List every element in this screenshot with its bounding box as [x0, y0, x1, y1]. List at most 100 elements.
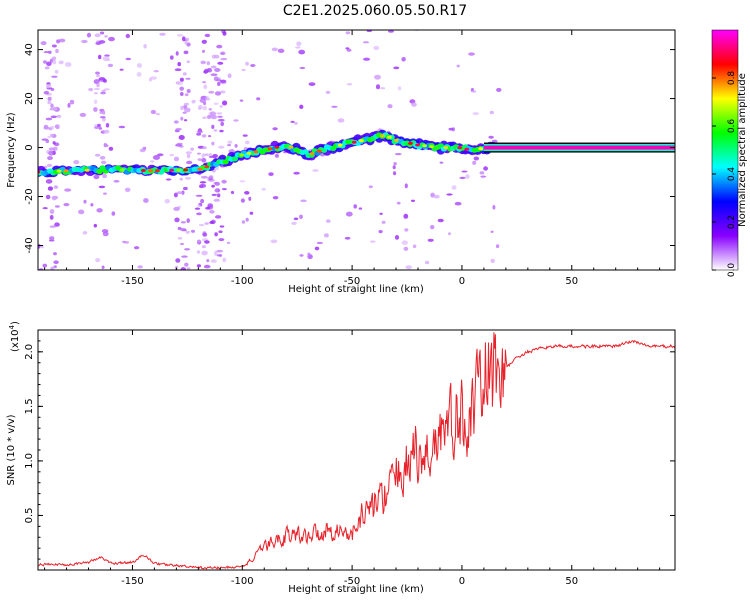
spectrogram-noise-speck [180, 116, 184, 121]
spectrogram-ridge-peak [464, 147, 470, 151]
spectrogram-noise-speck [483, 166, 488, 171]
spectrogram-noise-speck [197, 152, 201, 155]
spectrogram-noise-speck [42, 207, 48, 210]
y-tick-label: -40 [24, 237, 35, 253]
spectrogram-noise-speck [222, 31, 227, 36]
spectrogram-noise-speck [184, 177, 192, 180]
spectrogram-noise-speck [200, 183, 207, 188]
spectrogram-noise-speck [125, 33, 130, 39]
spectrogram-noise-speck [43, 51, 50, 54]
spectrogram-noise-speck [214, 232, 218, 237]
spectrogram-noise-speck [174, 68, 182, 72]
spectrogram-noise-speck [93, 174, 100, 180]
spectrogram-noise-speck [219, 105, 223, 108]
spectrogram-noise-speck [404, 228, 409, 232]
spectrogram-noise-speck [200, 198, 205, 204]
spectrogram-ridge-peak [478, 147, 484, 151]
spectrogram-noise-speck [403, 213, 409, 219]
spectrogram-noise-speck [93, 92, 98, 95]
spectrogram-noise-speck [186, 218, 190, 223]
spectrogram-noise-speck [396, 201, 401, 205]
spectrogram-noise-speck [345, 211, 353, 217]
spectrogram-noise-speck [293, 171, 300, 175]
spectrogram-noise-speck [204, 68, 210, 73]
spectrogram-noise-speck [410, 199, 416, 202]
colorbar-tick-label: 0.8 [727, 71, 737, 86]
spectrogram-noise-speck [490, 258, 495, 263]
x-tick-label: -150 [121, 576, 144, 587]
spectrogram-noise-speck [42, 60, 47, 64]
spectrogram-noise-speck [100, 91, 106, 95]
spectrogram-x-axis-label: Height of straight line (km) [288, 284, 424, 295]
spectrogram-noise-speck [182, 72, 187, 76]
spectrogram-noise-speck [368, 185, 373, 189]
spectrogram-noise-speck [175, 51, 179, 56]
spectrogram-noise-speck [82, 231, 88, 235]
spectrogram-noise-speck [202, 116, 207, 119]
spectrogram-noise-speck [201, 134, 207, 138]
spectrogram-noise-speck [203, 264, 211, 269]
spectrogram-noise-speck [226, 241, 231, 245]
spectrogram-frame [37, 29, 676, 271]
spectrogram-noise-speck [433, 194, 440, 199]
spectrogram-noise-speck [473, 156, 479, 161]
spectrogram-noise-speck [245, 217, 249, 222]
spectrogram-noise-speck [210, 73, 218, 76]
spectrogram-noise-speck [461, 170, 468, 173]
spectrogram-noise-speck [205, 96, 209, 99]
spectrogram-ridge-peak [239, 153, 245, 157]
spectrogram-noise-speck [239, 99, 244, 102]
x-tick-label: -100 [231, 576, 254, 587]
spectrogram-noise-speck [239, 180, 246, 183]
spectrogram-noise-speck [208, 90, 215, 94]
spectrogram-noise-speck [67, 103, 71, 108]
spectrogram-noise-speck [46, 163, 53, 168]
spectrogram-noise-speck [216, 112, 223, 115]
spectrogram-noise-speck [45, 194, 51, 200]
spectrogram-ridge-peak [387, 135, 392, 139]
spectrogram-noise-speck [374, 74, 381, 80]
spectrogram-noise-speck [213, 102, 219, 105]
spectrogram-noise-speck [143, 198, 149, 203]
spectrogram-noise-speck [184, 248, 191, 251]
spectrogram-noise-speck [219, 225, 225, 228]
spectrogram-noise-speck [47, 135, 52, 139]
spectrogram-noise-speck [299, 66, 306, 70]
spectrogram-noise-speck [93, 107, 98, 112]
spectrogram-noise-speck [316, 241, 324, 245]
spectrogram-ridge-peak [380, 134, 385, 138]
x-tick-label: 50 [565, 276, 578, 287]
spectrogram-noise-speck [107, 63, 114, 68]
spectrogram-noise-speck [293, 217, 299, 221]
spectrogram-noise-speck [299, 104, 304, 110]
spectrogram-noise-speck [94, 153, 101, 157]
spectrogram-ridge-peak [288, 145, 294, 149]
spectrogram-noise-speck [103, 192, 107, 195]
spectrogram-noise-speck [472, 112, 480, 116]
spectrogram-noise-speck [250, 64, 256, 67]
spectrogram-noise-speck [175, 127, 182, 131]
spectrogram-noise-speck [102, 56, 110, 62]
spectrogram-noise-speck [495, 244, 500, 249]
spectrogram-ridge-peak [169, 168, 175, 172]
spectrogram-noise-speck [102, 110, 106, 115]
spectrogram-noise-speck [101, 265, 105, 270]
spectrogram-noise-speck [99, 156, 106, 160]
spectrogram-noise-speck [216, 79, 222, 82]
spectrogram-noise-speck [185, 151, 192, 155]
spectrogram-noise-speck [191, 99, 196, 104]
spectrogram-noise-speck [143, 44, 147, 49]
spectrogram-noise-speck [52, 141, 56, 145]
spectrogram-noise-speck [218, 230, 223, 233]
spectrogram-noise-speck [180, 267, 186, 270]
x-tick-label: -100 [231, 276, 254, 287]
spectrogram-noise-speck [54, 124, 59, 129]
spectrogram-noise-speck [242, 134, 248, 137]
spectrogram-noise-speck [122, 240, 126, 243]
spectrogram-noise-speck [353, 204, 358, 209]
spectrogram-noise-speck [480, 175, 487, 178]
spectrogram-noise-speck [155, 112, 160, 116]
snr-marks [38, 332, 675, 570]
spectrogram-noise-speck [496, 87, 502, 92]
spectrogram-noise-speck [249, 211, 254, 215]
